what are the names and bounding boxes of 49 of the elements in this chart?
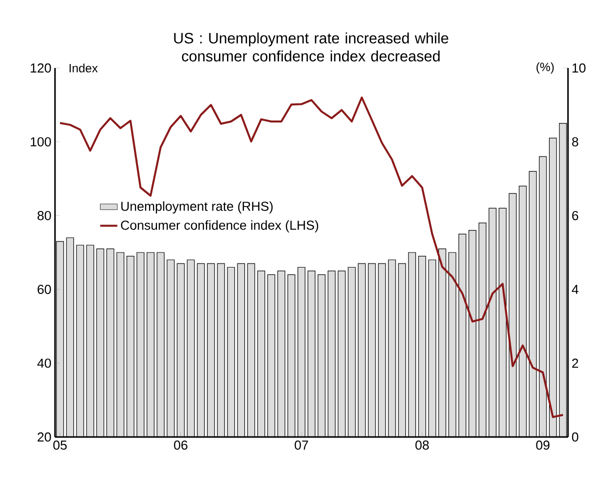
bar [368,263,376,437]
bar [186,260,195,437]
x-tick-label: 07 [294,440,308,450]
bar [207,263,215,437]
y2-tick-label: 10 [572,63,586,73]
y-tick-label: 80 [38,210,51,220]
bar [156,252,165,437]
bar [146,252,154,437]
bar [388,260,396,437]
bar [348,266,356,437]
legend-label: Consumer confidence index (LHS) [120,220,318,232]
bar [559,123,567,437]
y2-tick-label: 6 [572,210,578,220]
bar [86,244,94,437]
chart-title: US : Unemployment rate increased while consumer confidence index decreased [174,32,448,62]
bar [428,260,436,437]
y2-tick-label: 2 [572,358,578,368]
x-tick-label: 06 [174,440,188,450]
y2-tick-label: 8 [572,137,578,146]
legend-label: Unemployment rate (RHS) [121,201,273,214]
x-tick-label: 09 [536,440,550,450]
bar [196,263,205,437]
bar [116,252,124,437]
y-tick-label: 20 [38,432,51,442]
bar [478,222,486,437]
bar [106,248,114,437]
x-tick-label: 08 [415,440,429,450]
bar [318,274,326,437]
bar [237,263,245,437]
bar [76,244,84,437]
bar [126,256,134,437]
x-tick-label: 05 [53,440,67,450]
bar [408,252,416,437]
y-tick-label: 40 [37,358,51,368]
y2-tick-label: 0 [572,432,578,442]
bar [217,263,225,437]
y2-tick-label: 4 [572,284,578,294]
bar [166,260,175,437]
y-tick-label: 120 [30,63,51,73]
bar [66,237,74,437]
bar [96,248,104,437]
line-series [59,96,564,418]
bar [308,270,316,437]
bar [136,252,144,437]
bar [227,266,235,437]
y-tick-label: 60 [38,284,51,294]
y-tick-label: 100 [30,137,51,146]
y-axis-title: Index [70,64,98,72]
y2-axis-title: (%) [536,62,554,74]
